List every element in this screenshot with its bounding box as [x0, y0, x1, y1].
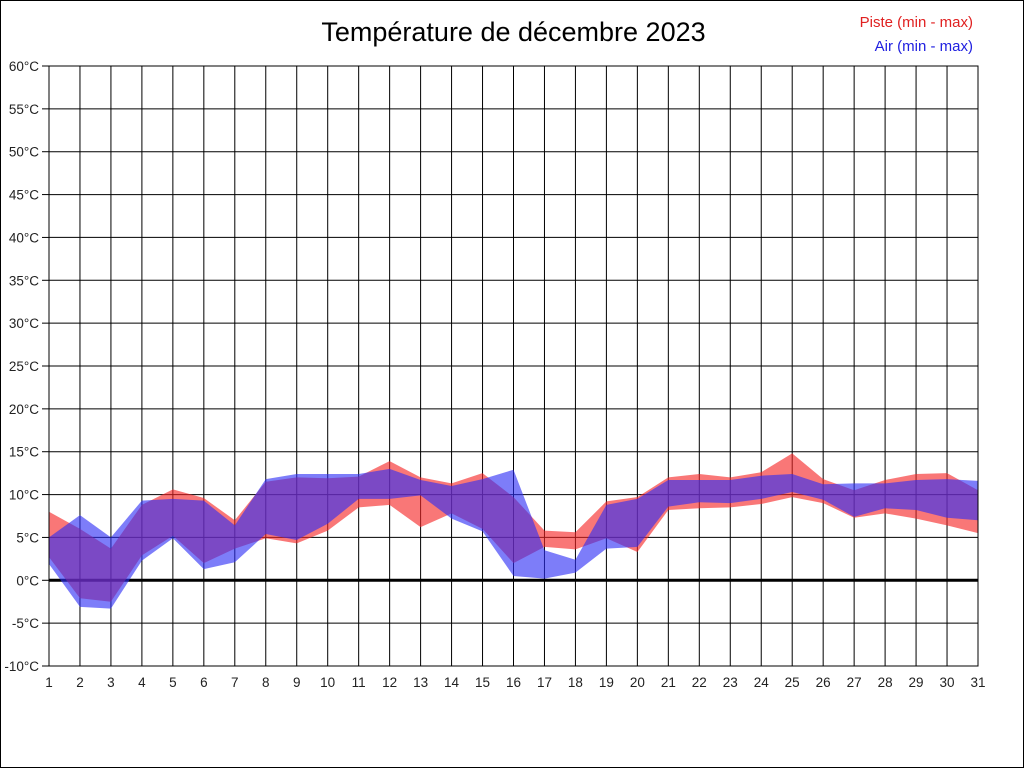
legend-item-piste: Piste (min - max) [859, 14, 973, 31]
x-tick-label: 23 [723, 675, 738, 690]
x-tick-label: 26 [816, 675, 831, 690]
y-tick-label: 10°C [9, 488, 39, 503]
y-tick-label: 0°C [16, 573, 39, 588]
y-tick-label: 25°C [9, 359, 39, 374]
x-tick-label: 29 [909, 675, 924, 690]
x-tick-label: 2 [76, 675, 84, 690]
y-tick-label: 45°C [9, 188, 39, 203]
x-tick-label: 21 [661, 675, 676, 690]
y-tick-label: 55°C [9, 102, 39, 117]
x-tick-label: 30 [940, 675, 955, 690]
x-tick-label: 20 [630, 675, 645, 690]
x-tick-label: 14 [444, 675, 460, 690]
x-tick-label: 25 [785, 675, 800, 690]
x-tick-label: 11 [352, 675, 366, 690]
x-tick-label: 1 [45, 675, 53, 690]
air-minmax-band [49, 468, 978, 609]
x-tick-label: 18 [568, 675, 583, 690]
chart-title: Température de décembre 2023 [321, 17, 706, 47]
x-tick-label: 17 [537, 675, 552, 690]
x-tick-label: 13 [413, 675, 428, 690]
y-tick-label: 30°C [9, 316, 39, 331]
x-tick-label: 22 [692, 675, 707, 690]
y-tick-label: 20°C [9, 402, 39, 417]
x-tick-label: 8 [262, 675, 270, 690]
x-tick-label: 19 [599, 675, 614, 690]
legend-item-air: Air (min - max) [874, 38, 973, 55]
y-tick-label: 60°C [9, 59, 39, 74]
y-tick-label: 40°C [9, 230, 39, 245]
x-tick-label: 12 [382, 675, 397, 690]
x-tick-label: 7 [231, 675, 239, 690]
x-tick-label: 31 [970, 675, 985, 690]
x-tick-label: 4 [138, 675, 146, 690]
x-tick-label: 9 [293, 675, 301, 690]
y-tick-label: 5°C [16, 530, 39, 545]
x-tick-label: 15 [475, 675, 490, 690]
y-tick-label: -5°C [12, 616, 39, 631]
y-tick-label: -10°C [4, 659, 39, 674]
x-tick-label: 6 [200, 675, 208, 690]
y-tick-label: 50°C [9, 145, 39, 160]
y-tick-label: 35°C [9, 273, 39, 288]
x-tick-label: 10 [320, 675, 335, 690]
x-tick-label: 27 [847, 675, 862, 690]
x-tick-label: 24 [754, 675, 770, 690]
x-tick-label: 28 [878, 675, 893, 690]
x-tick-label: 16 [506, 675, 521, 690]
x-tick-label: 3 [107, 675, 115, 690]
chart-legend: Piste (min - max) Air (min - max) [860, 11, 973, 59]
y-tick-label: 15°C [9, 445, 39, 460]
x-tick-label: 5 [169, 675, 177, 690]
